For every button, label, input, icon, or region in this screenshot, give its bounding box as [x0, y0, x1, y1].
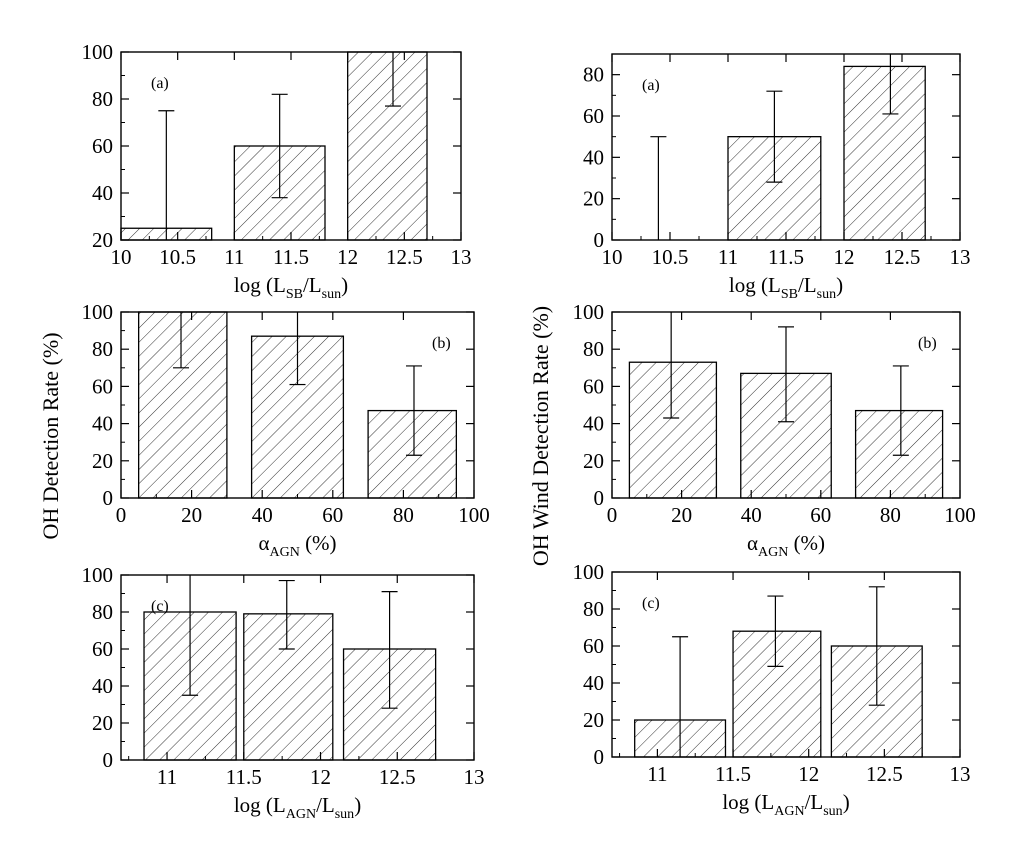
y-tick-label-R-c-1: 20: [583, 708, 604, 732]
y-tick-label-R-b-4: 80: [583, 337, 604, 361]
y-tick-label-R-c-2: 40: [583, 671, 604, 695]
x-tick-label-R-c-0: 11: [647, 762, 667, 786]
bar-L-b-0: [137, 311, 228, 499]
panel-label-R-b: (b): [918, 335, 937, 352]
x-tick-label-L-c-0: 11: [157, 765, 177, 789]
x-tick-label-R-a-3: 11.5: [768, 245, 804, 269]
x-tick-label-L-b-5: 100: [458, 503, 490, 527]
x-tick-label-R-b-5: 100: [944, 503, 976, 527]
x-tick-label-R-a-2: 11: [718, 245, 738, 269]
panel-label-L-b: (b): [432, 335, 451, 352]
bar-R-b-0: [628, 361, 718, 499]
bar-L-c-1: [243, 613, 334, 761]
panel-L-a: 10 10.5 11 11.5 12 12.5 13 20 40 60 80 100 (a) log (L…: [82, 40, 472, 302]
panel-R-b: 0 20 40 60 80 100 0 20 40 60 80 100 (b) αAGN (%): [573, 300, 976, 560]
x-tick-label-L-a-6: 13: [451, 245, 472, 269]
y-tick-label-L-b-5: 100: [82, 300, 114, 324]
x-tick-label-R-c-2: 12: [798, 762, 819, 786]
x-tick-label-R-a-6: 13: [950, 245, 971, 269]
y-tick-label-L-b-4: 80: [92, 337, 113, 361]
y-tick-label-L-b-2: 40: [92, 412, 113, 436]
y-tick-label-R-c-5: 100: [573, 560, 605, 584]
x-axis-label-L-c: log (LAGN/Lsun): [234, 793, 361, 822]
x-axis-label-R-b: αAGN (%): [747, 531, 825, 560]
panel-label-R-a: (a): [642, 77, 660, 94]
panel-L-b: 0 20 40 60 80 100 0 20 40 60 80 100 (b) αAGN (%): [82, 300, 490, 560]
y-tick-label-L-a-4: 100: [82, 40, 114, 64]
y-tick-label-L-c-5: 100: [82, 563, 114, 587]
y-tick-label-R-b-0: 0: [594, 486, 605, 510]
y-tick-label-R-a-0: 0: [594, 228, 605, 252]
panel-label-L-a: (a): [151, 75, 169, 92]
y-tick-label-L-b-3: 60: [92, 374, 113, 398]
y-tick-label-L-a-1: 40: [92, 181, 113, 205]
y-tick-label-R-a-2: 40: [583, 145, 604, 169]
y-tick-label-L-c-4: 80: [92, 600, 113, 624]
x-tick-label-R-b-3: 60: [810, 503, 831, 527]
y-tick-label-R-b-1: 20: [583, 449, 604, 473]
x-tick-label-L-a-5: 12.5: [386, 245, 423, 269]
y-tick-label-L-c-1: 20: [92, 711, 113, 735]
x-tick-label-L-c-1: 11.5: [226, 765, 262, 789]
left-y-axis-label: OH Detection Rate (%): [38, 332, 63, 539]
x-tick-label-L-a-3: 11.5: [273, 245, 309, 269]
x-tick-label-L-a-4: 12: [337, 245, 358, 269]
x-tick-label-L-b-1: 20: [181, 503, 202, 527]
y-tick-label-L-a-3: 80: [92, 87, 113, 111]
x-tick-label-R-b-2: 40: [741, 503, 762, 527]
bar-L-a-2: [347, 51, 428, 241]
panel-label-L-c: (c): [151, 598, 169, 615]
bar-R-c-1: [732, 630, 822, 758]
y-tick-label-L-b-0: 0: [103, 486, 114, 510]
x-tick-label-L-b-3: 60: [322, 503, 343, 527]
x-tick-label-R-c-4: 13: [950, 762, 971, 786]
x-tick-label-L-c-2: 12: [310, 765, 331, 789]
x-tick-label-L-a-2: 11: [224, 245, 244, 269]
y-tick-label-L-a-0: 20: [92, 228, 113, 252]
panel-label-R-c: (c): [642, 595, 660, 612]
x-tick-label-R-a-1: 10.5: [652, 245, 689, 269]
y-tick-label-R-a-3: 60: [583, 104, 604, 128]
y-tick-label-R-b-5: 100: [573, 300, 605, 324]
bar-L-b-2: [367, 409, 458, 499]
y-tick-label-R-c-3: 60: [583, 634, 604, 658]
x-tick-label-L-a-1: 10.5: [159, 245, 196, 269]
y-tick-label-R-b-3: 60: [583, 374, 604, 398]
x-tick-label-R-b-4: 80: [880, 503, 901, 527]
y-tick-label-R-a-1: 20: [583, 187, 604, 211]
y-tick-label-L-a-2: 60: [92, 134, 113, 158]
y-tick-label-L-b-1: 20: [92, 449, 113, 473]
x-tick-label-R-b-0: 0: [607, 503, 618, 527]
right-y-axis-label: OH Wind Detection Rate (%): [528, 306, 553, 566]
x-tick-label-L-a-0: 10: [111, 245, 132, 269]
x-tick-label-L-b-2: 40: [252, 503, 273, 527]
x-tick-label-L-c-4: 13: [464, 765, 485, 789]
bar-R-a-2: [843, 65, 926, 241]
y-tick-label-R-c-0: 0: [594, 745, 605, 769]
x-tick-label-R-a-0: 10: [602, 245, 623, 269]
bar-R-b-2: [854, 409, 944, 499]
y-tick-label-L-c-2: 40: [92, 674, 113, 698]
panel-L-c: 11 11.5 12 12.5 13 0 20 40 60 80 100 (c) log (LAGN/L…: [82, 563, 485, 822]
y-tick-label-L-c-0: 0: [103, 748, 114, 772]
x-tick-label-R-b-1: 20: [671, 503, 692, 527]
x-axis-label-L-b: αAGN (%): [258, 531, 336, 560]
y-tick-label-L-c-3: 60: [92, 637, 113, 661]
panel-R-c: 11 11.5 12 12.5 13 0 20 40 60 80 100 (c) log (LAGN/L…: [573, 560, 971, 819]
y-tick-label-R-b-2: 40: [583, 412, 604, 436]
x-tick-label-R-a-5: 12.5: [884, 245, 921, 269]
x-axis-label-R-c: log (LAGN/Lsun): [722, 790, 849, 819]
x-axis-label-L-a: log (LSB/Lsun): [234, 273, 348, 302]
x-tick-label-R-c-1: 11.5: [715, 762, 751, 786]
x-tick-label-R-c-3: 12.5: [866, 762, 903, 786]
panel-R-a: 10 10.5 11 11.5 12 12.5 13 0 20 40 60 80 (a) log (LSB…: [583, 53, 971, 302]
x-tick-label-L-c-3: 12.5: [379, 765, 416, 789]
x-tick-label-L-b-4: 80: [393, 503, 414, 527]
x-tick-label-R-a-4: 12: [834, 245, 855, 269]
x-axis-label-R-a: log (LSB/Lsun): [729, 273, 843, 302]
y-tick-label-R-c-4: 80: [583, 597, 604, 621]
y-tick-label-R-a-4: 80: [583, 63, 604, 87]
x-tick-label-L-b-0: 0: [116, 503, 127, 527]
